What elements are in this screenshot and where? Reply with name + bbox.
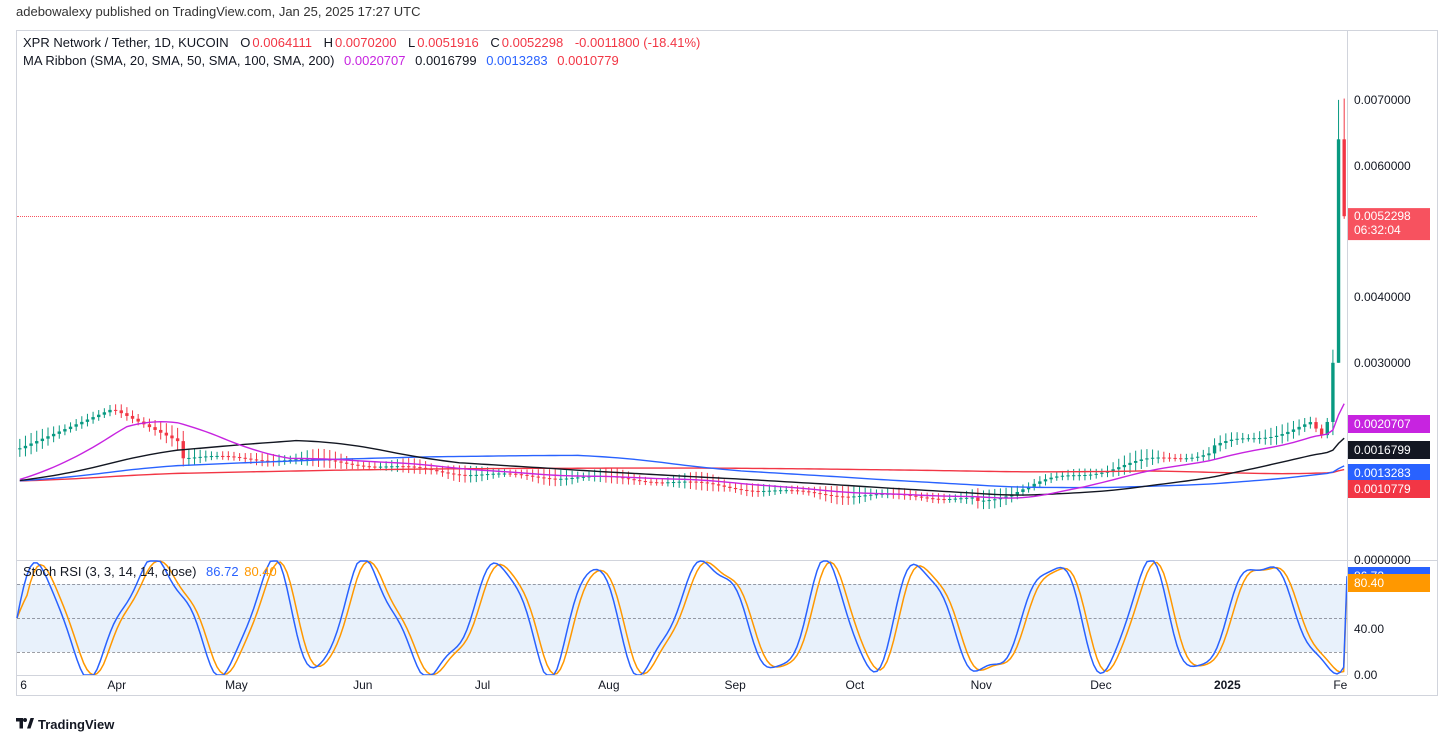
xaxis-tick: Aug (598, 678, 619, 692)
price-panel[interactable]: XPR Network / Tether, 1D, KUCOIN O0.0064… (17, 31, 1437, 561)
xaxis-tick: Apr (107, 678, 126, 692)
chart-frame: XPR Network / Tether, 1D, KUCOIN O0.0064… (16, 30, 1438, 696)
stoch-k-value: 86.72 (206, 564, 239, 579)
ma-title: MA Ribbon (SMA, 20, SMA, 50, SMA, 100, S… (23, 53, 334, 68)
ohlc-h-value: 0.0070200 (335, 35, 396, 50)
price-y-axis[interactable]: 0.00000000.00300000.00400000.00600000.00… (1347, 31, 1437, 560)
tradingview-logo-icon (16, 718, 34, 732)
ma20-value: 0.0020707 (344, 53, 405, 68)
current-price-tag: 0.005229806:32:04 (1348, 208, 1430, 240)
price-ytick: 0.0040000 (1354, 290, 1411, 304)
ohlc-o-label: O (240, 35, 250, 50)
watermark-text: TradingView (38, 717, 114, 732)
xaxis-tick: Jul (475, 678, 490, 692)
stoch-y-axis[interactable]: 0.0040.0086.7280.40 (1347, 561, 1437, 675)
xaxis-tick: Oct (846, 678, 865, 692)
ohlc-change: -0.0011800 (-18.41%) (575, 35, 701, 50)
stoch-title: Stoch RSI (3, 3, 14, 14, close) (23, 564, 196, 579)
ohlc-h-label: H (324, 35, 333, 50)
ohlc-l-label: L (408, 35, 415, 50)
ma50-value: 0.0016799 (415, 53, 476, 68)
price-ytick: 0.0030000 (1354, 356, 1411, 370)
stoch-ytick: 0.00 (1354, 668, 1377, 682)
ma-price-tag: 0.0013283 (1348, 464, 1430, 482)
ma-price-tag: 0.0020707 (1348, 415, 1430, 433)
symbol-legend: XPR Network / Tether, 1D, KUCOIN O0.0064… (23, 35, 702, 50)
xaxis-tick: Nov (971, 678, 992, 692)
ma200-value: 0.0010779 (557, 53, 618, 68)
ohlc-l-value: 0.0051916 (417, 35, 478, 50)
ma-price-tag: 0.0010779 (1348, 480, 1430, 498)
price-plot-area[interactable] (17, 67, 1347, 560)
xaxis-tick: Dec (1090, 678, 1111, 692)
ohlc-o-value: 0.0064111 (252, 35, 312, 50)
price-ytick: 0.0070000 (1354, 93, 1411, 107)
publish-header: adebowalexy published on TradingView.com… (0, 0, 1454, 25)
ma-price-tag: 0.0016799 (1348, 441, 1430, 459)
xaxis-tick: May (225, 678, 248, 692)
stoch-legend: Stoch RSI (3, 3, 14, 14, close) 86.72 80… (23, 564, 277, 579)
xaxis-tick: Jun (353, 678, 372, 692)
price-svg (17, 67, 1347, 560)
ohlc-c-value: 0.0052298 (502, 35, 563, 50)
stoch-value-tag: 80.40 (1348, 574, 1430, 592)
time-x-axis[interactable]: 6 Apr May Jun Jul Aug Sep Oct Nov Dec 2025 Fe (17, 675, 1347, 695)
stoch-plot-area[interactable]: Stoch RSI (3, 3, 14, 14, close) 86.72 80… (17, 561, 1347, 675)
stoch-rsi-panel[interactable]: Stoch RSI (3, 3, 14, 14, close) 86.72 80… (17, 561, 1437, 675)
symbol-pair: XPR Network / Tether, 1D, KUCOIN (23, 35, 229, 50)
xaxis-tick: 6 (20, 678, 27, 692)
stoch-d-value: 80.40 (244, 564, 277, 579)
ohlc-c-label: C (490, 35, 499, 50)
tradingview-watermark: TradingView (16, 717, 114, 732)
xaxis-tick: 2025 (1214, 678, 1241, 692)
xaxis-tick: Fe (1333, 678, 1347, 692)
ma-ribbon-legend: MA Ribbon (SMA, 20, SMA, 50, SMA, 100, S… (23, 53, 625, 68)
stoch-ytick: 40.00 (1354, 622, 1384, 636)
price-ytick: 0.0060000 (1354, 159, 1411, 173)
ma100-value: 0.0013283 (486, 53, 547, 68)
xaxis-tick: Sep (725, 678, 746, 692)
